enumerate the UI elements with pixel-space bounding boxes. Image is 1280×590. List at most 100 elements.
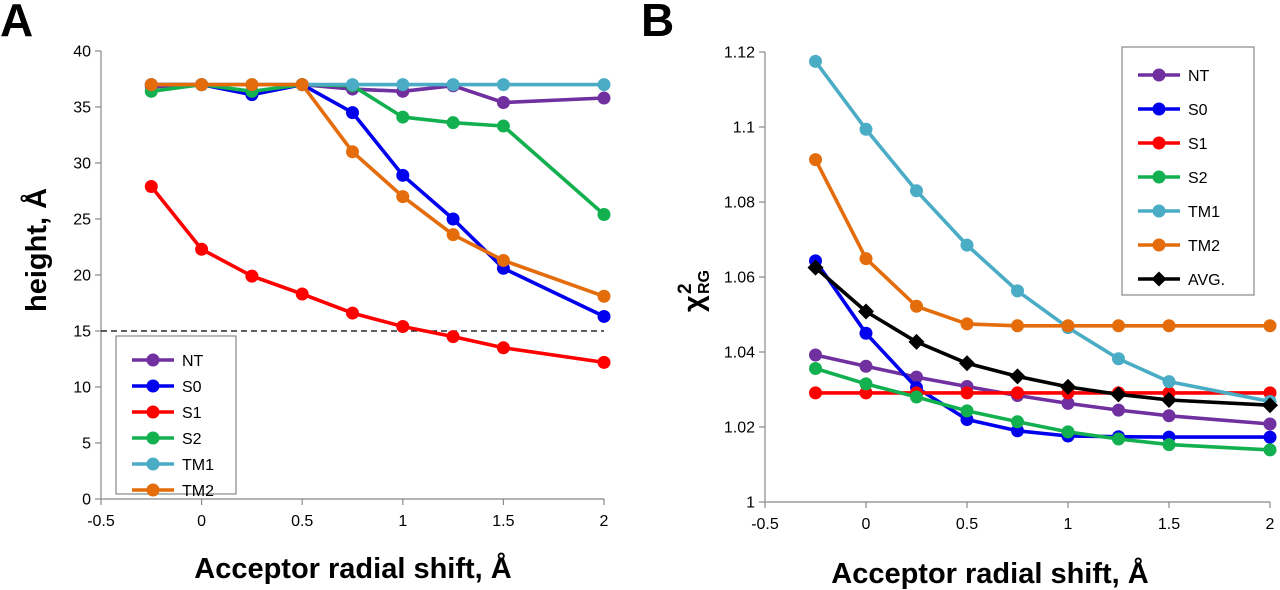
y-tick-label-a: 0 (82, 492, 91, 509)
legend-label-tm1-b: TM1 (1188, 204, 1220, 221)
y-tick-label-a: 35 (73, 100, 91, 117)
legend-label-s0-a: S0 (182, 379, 202, 396)
series-line-tm2-a (151, 82, 605, 298)
legend-label-s1-b: S1 (1188, 136, 1208, 153)
data-point-s2-b (910, 390, 923, 404)
y-axis-title-b-sup: 2 (675, 283, 696, 294)
data-point-tm2-b (1011, 319, 1024, 333)
legend-box-b (1121, 46, 1255, 296)
legend-b: NT S0 S1 S2 TM1 TM2 AVG. (1121, 46, 1255, 296)
data-point-s1-b (809, 386, 822, 400)
data-point-s0-b (1011, 424, 1024, 438)
data-point-avg-b (1161, 392, 1177, 408)
x-tick-label-b: -0.5 (751, 516, 779, 533)
legend-marker-nt-b (1152, 68, 1166, 82)
data-point-tm2-a (195, 78, 209, 92)
data-point-s1-a (446, 330, 460, 344)
y-tick-label-b: 1 (746, 495, 755, 512)
legend-label-avg-b: AVG. (1188, 272, 1225, 289)
data-point-nt-b (910, 370, 923, 384)
y-tick-label-b: 1.1 (733, 120, 755, 137)
legend-label-s0-b: S0 (1188, 102, 1208, 119)
legend-marker-s0-a (146, 379, 160, 393)
data-point-avg-b (1262, 397, 1278, 414)
data-point-s2-b (960, 404, 974, 418)
data-point-s0-b (1263, 430, 1277, 444)
x-tick-label-b: 1.5 (1158, 516, 1180, 533)
legend-label-s1-a: S1 (182, 405, 202, 422)
data-point-tm2-b (809, 153, 822, 167)
data-point-s0-a (396, 168, 410, 182)
y-tick-label-b: 1.02 (724, 420, 755, 437)
panel-a-series (144, 78, 611, 369)
data-point-s1-b (960, 386, 974, 400)
data-point-tm2-b (1263, 319, 1277, 333)
data-point-avg-b (1060, 378, 1076, 395)
x-axis-title-b: Acceptor radial shift, Å (831, 557, 1149, 590)
legend-marker-tm1-a (146, 457, 160, 471)
y-tick-label-b: 1.12 (724, 45, 755, 62)
series-line-s0-a (151, 82, 605, 319)
legend-label-nt-a: NT (182, 353, 204, 370)
x-tick-label-a: 0 (197, 513, 206, 530)
x-tick-label-a: 1 (398, 513, 407, 530)
legend-marker-tm2-a (146, 483, 160, 497)
data-point-s2-b (859, 377, 873, 391)
data-point-nt-b (1263, 417, 1277, 431)
data-point-tm1-b (1112, 352, 1125, 366)
legend-label-tm1-a: TM1 (182, 457, 214, 474)
data-point-avg-b (807, 259, 824, 276)
x-tick-label-a: 2 (600, 513, 609, 530)
data-point-s1-b (859, 386, 873, 400)
data-point-tm2-a (446, 228, 460, 242)
data-point-tm2-b (960, 317, 974, 331)
data-point-s2-a (396, 110, 410, 124)
data-point-nt-a (597, 91, 611, 105)
panel-label-a: A (0, 0, 33, 46)
legend-box-a (115, 335, 237, 495)
data-point-tm1-a (396, 78, 410, 92)
x-tick-label-b: 0.5 (956, 516, 978, 533)
legend-a: NT S0 S1 S2 TM1 TM2 (115, 335, 237, 500)
data-point-avg-b (858, 303, 874, 320)
data-point-s2-b (1011, 415, 1024, 429)
data-point-s2-a (597, 208, 611, 222)
data-point-tm2-b (910, 299, 923, 313)
y-tick-label-a: 40 (73, 44, 91, 61)
legend-label-s2-a: S2 (182, 431, 202, 448)
x-axis-title-a: Acceptor radial shift, Å (194, 552, 512, 585)
data-point-tm1-a (597, 78, 611, 92)
legend-marker-nt-a (146, 353, 160, 367)
data-point-tm2-a (245, 78, 259, 92)
data-point-s1-a (597, 355, 611, 369)
y-tick-label-a: 30 (73, 156, 91, 173)
data-point-s0-b (859, 326, 873, 340)
legend-marker-s1-a (146, 405, 160, 419)
data-point-s2-a (446, 116, 460, 130)
data-point-s0-a (446, 212, 460, 226)
data-point-tm2-b (1061, 319, 1075, 333)
data-point-tm1-b (809, 54, 822, 68)
data-point-avg-b (1009, 368, 1026, 385)
data-point-nt-b (1061, 396, 1075, 410)
y-tick-label-a: 25 (73, 212, 91, 229)
legend-marker-s2-b (1152, 170, 1166, 184)
x-tick-label-a: 0.5 (291, 513, 313, 530)
y-axis-title-b-sub: RG (696, 270, 713, 294)
legend-marker-tm1-b (1152, 204, 1166, 218)
data-point-tm1-b (910, 184, 923, 198)
data-point-s1-a (396, 320, 410, 334)
legend-marker-tm2-b (1152, 238, 1166, 252)
chart-panel-b: B 11.021.041.061.081.11.12-0.5 0 0.5 1 1.5 2 … (641, 0, 1278, 590)
y-tick-label-b: 1.04 (724, 345, 755, 362)
data-point-s1-a (346, 306, 359, 320)
x-tick-label-a: 1.5 (492, 513, 514, 530)
data-point-nt-b (1112, 403, 1125, 417)
data-point-tm2-a (346, 145, 359, 159)
data-point-avg-b (959, 355, 975, 372)
data-point-nt-b (859, 359, 873, 373)
data-point-tm1-b (1162, 375, 1176, 389)
data-point-tm1-b (960, 238, 974, 252)
legend-label-tm2-a: TM2 (182, 483, 214, 500)
